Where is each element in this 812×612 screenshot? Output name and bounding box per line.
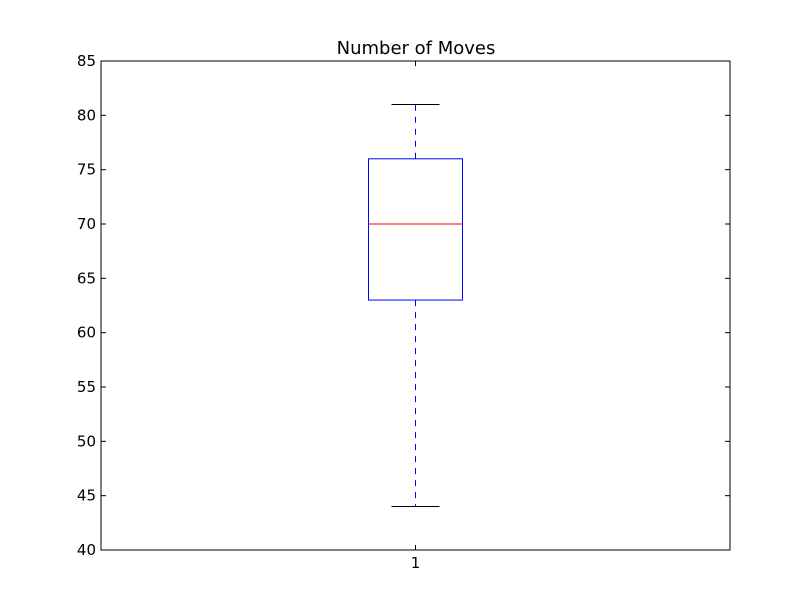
y-tick-label: 75 (77, 161, 96, 179)
y-tick-label: 50 (77, 432, 96, 450)
x-axis: 1 (411, 61, 421, 572)
y-tick-label: 70 (77, 215, 96, 233)
iqr-box (368, 158, 463, 301)
y-tick-label: 60 (77, 324, 96, 342)
y-tick-label: 45 (77, 487, 96, 505)
box-series (368, 103, 463, 508)
chart-title: Number of Moves (337, 38, 496, 59)
x-tick-label: 1 (411, 554, 421, 572)
y-tick-label: 85 (77, 52, 96, 70)
y-tick-label: 55 (77, 378, 96, 396)
y-axis: 40 45 50 55 60 65 70 75 80 85 (77, 52, 730, 559)
plot-frame (100, 60, 731, 551)
y-tick-label: 65 (77, 269, 96, 287)
y-tick-label: 80 (77, 106, 96, 124)
y-tick-label: 40 (77, 541, 96, 559)
